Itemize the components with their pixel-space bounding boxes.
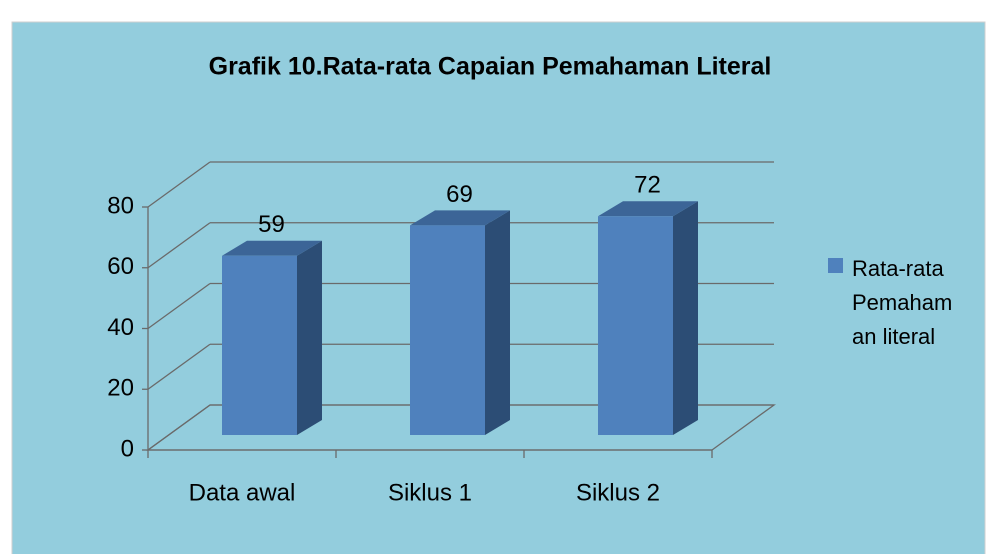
grid-line [147, 161, 211, 208]
data-label: 59 [258, 211, 285, 238]
bar [222, 255, 297, 435]
grid-line [147, 343, 211, 390]
data-label: 69 [446, 181, 473, 208]
bar-side [297, 240, 322, 435]
bar-side [485, 210, 510, 435]
data-label: 72 [634, 172, 661, 199]
grid-line [147, 282, 211, 330]
bar-top [222, 240, 322, 256]
grid-line [147, 404, 211, 451]
grid-line [147, 222, 211, 269]
y-tick-label: 20 [107, 375, 134, 402]
bar [598, 216, 673, 435]
x-tick-label: Data awal [189, 479, 296, 506]
y-tick-label: 60 [107, 253, 134, 280]
bar-top [410, 210, 510, 226]
legend-label: Rata-rata Pemahaman literal [852, 256, 953, 349]
bar [410, 225, 485, 435]
y-tick-label: 40 [107, 314, 134, 341]
legend-swatch [828, 258, 843, 273]
bar-side [673, 201, 698, 435]
y-tick-label: 80 [107, 192, 134, 219]
x-tick-label: Siklus 2 [576, 479, 660, 506]
x-tick-label: Siklus 1 [388, 479, 472, 506]
chart-title: Grafik 10.Rata-rata Capaian Pemahaman Li… [209, 53, 772, 81]
bar-top [598, 201, 698, 217]
y-tick-label: 0 [121, 435, 134, 462]
